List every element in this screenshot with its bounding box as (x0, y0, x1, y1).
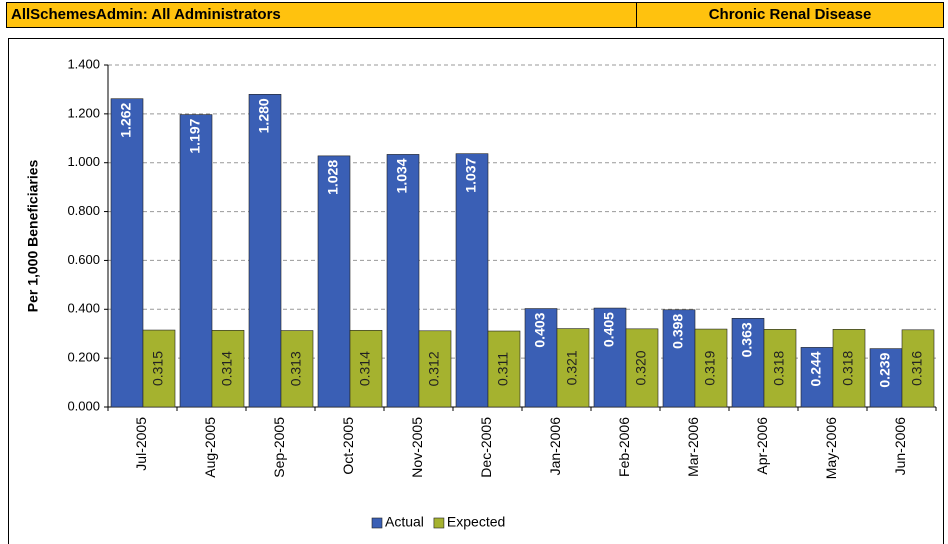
y-tick-label: 1.200 (67, 105, 100, 120)
x-tick-label: Nov-2005 (409, 417, 425, 478)
value-label: 0.321 (564, 350, 580, 385)
value-label: 1.034 (394, 158, 410, 193)
bar (763, 329, 797, 408)
y-tick-label: 0.400 (67, 301, 100, 316)
bar (800, 347, 834, 408)
value-label: 0.312 (426, 351, 442, 386)
bar (110, 98, 144, 408)
x-tick-label: Dec-2005 (478, 417, 494, 478)
header-left: AllSchemesAdmin: All Administrators (6, 2, 638, 28)
value-label: 0.318 (840, 350, 856, 385)
value-label: 0.398 (670, 314, 686, 349)
value-label: 0.314 (357, 351, 373, 386)
y-axis-title: Per 1,000 Beneficiaries (25, 160, 41, 313)
legend-swatch (433, 517, 445, 529)
x-tick-label: Sep-2005 (271, 417, 287, 478)
bar (280, 330, 314, 408)
value-label: 0.320 (633, 350, 649, 385)
value-label: 0.313 (288, 351, 304, 386)
value-label: 0.403 (532, 312, 548, 347)
header-right: Chronic Renal Disease (636, 2, 944, 28)
value-label: 0.315 (150, 351, 166, 386)
value-label: 1.037 (463, 157, 479, 192)
x-tick-label: May-2006 (823, 417, 839, 479)
bar (556, 328, 590, 408)
bar (418, 330, 452, 408)
x-tick-label: Aug-2005 (202, 417, 218, 478)
value-label: 0.405 (601, 312, 617, 347)
bar (386, 154, 420, 408)
bar (455, 153, 489, 408)
value-label: 0.316 (909, 351, 925, 386)
bar (317, 155, 351, 408)
legend-label: Actual (385, 514, 424, 530)
value-label: 1.028 (325, 160, 341, 195)
y-tick-label: 0.200 (67, 350, 100, 365)
value-label: 0.314 (219, 351, 235, 386)
bar (211, 329, 245, 408)
y-tick-label: 0.000 (67, 398, 100, 413)
bar (248, 94, 282, 408)
value-label: 1.262 (118, 103, 134, 138)
chart-frame (8, 38, 944, 544)
value-label: 0.239 (877, 352, 893, 387)
bar (901, 329, 935, 408)
bar (142, 329, 176, 408)
legend-label: Expected (447, 514, 505, 530)
value-label: 0.311 (495, 352, 511, 386)
x-tick-label: Mar-2006 (685, 417, 701, 477)
value-label: 1.280 (256, 98, 272, 133)
legend-swatch (371, 517, 383, 529)
y-tick-label: 0.800 (67, 203, 100, 218)
bar (694, 328, 728, 408)
x-tick-label: Feb-2006 (616, 417, 632, 477)
value-label: 1.197 (187, 118, 203, 153)
y-tick-label: 0.600 (67, 252, 100, 267)
bar (179, 114, 213, 408)
y-tick-label: 1.000 (67, 154, 100, 169)
y-tick-label: 1.400 (67, 56, 100, 71)
value-label: 0.318 (771, 350, 787, 385)
bar (731, 318, 765, 408)
bar (832, 329, 866, 408)
x-tick-label: Oct-2005 (340, 417, 356, 475)
bar (487, 330, 521, 408)
value-label: 0.319 (702, 350, 718, 385)
value-label: 0.244 (808, 351, 824, 386)
value-label: 0.363 (739, 322, 755, 357)
bar (593, 307, 627, 408)
x-tick-label: Jul-2005 (133, 417, 149, 471)
x-tick-label: Apr-2006 (754, 417, 770, 475)
bar (662, 309, 696, 408)
x-tick-label: Jan-2006 (547, 417, 563, 476)
bar (524, 308, 558, 408)
bar (625, 328, 659, 408)
x-tick-label: Jun-2006 (892, 417, 908, 476)
bar (349, 329, 383, 408)
bar (869, 348, 903, 408)
